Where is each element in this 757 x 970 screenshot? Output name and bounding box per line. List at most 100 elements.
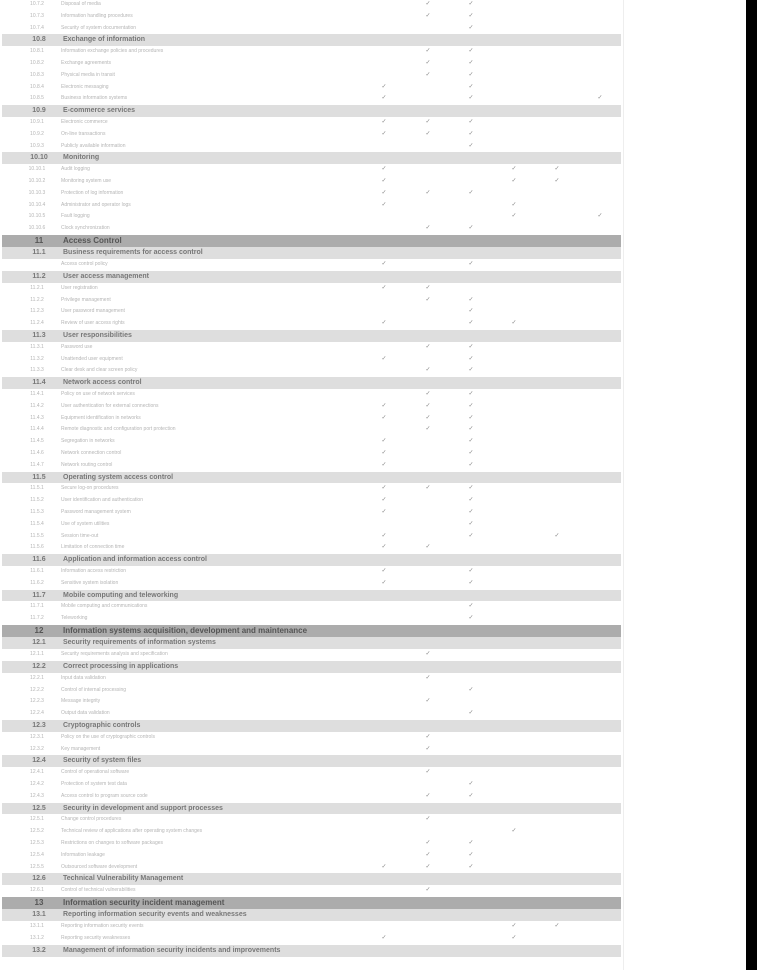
control-row: 11.2.3 User password management ✓ xyxy=(0,306,623,318)
control-number: 10.10.6 xyxy=(28,225,46,232)
control-number: 11.6 xyxy=(32,556,46,564)
control-title: Limitation of connection time xyxy=(61,544,125,551)
control-title: Security of system files xyxy=(63,757,142,765)
control-title: Security of system documentation xyxy=(61,24,137,31)
check-mark-icon: ✓ xyxy=(425,391,431,397)
control-row: 12.2.4 Output data validation ✓ xyxy=(0,708,623,720)
check-mark-icon: ✓ xyxy=(511,213,517,220)
check-mark-icon: ✓ xyxy=(425,426,431,433)
subsection-row: 12.2 Correct processing in applications xyxy=(2,661,621,673)
check-mark-icon: ✓ xyxy=(425,284,431,291)
control-title: Segregation in networks xyxy=(61,438,115,445)
control-row: 11.4.3 Equipment identification in networ… xyxy=(0,413,623,425)
control-number: 10.9.1 xyxy=(30,118,44,125)
control-title: Teleworking xyxy=(61,615,88,622)
control-title: Clock synchronization xyxy=(61,225,110,232)
control-row: 12.4.3 Access control to program source c… xyxy=(0,791,623,803)
control-title: Network routing control xyxy=(61,461,113,468)
check-mark-icon: ✓ xyxy=(468,402,474,409)
check-mark-icon: ✓ xyxy=(468,485,474,492)
control-row: 12.5.4 Information leakage ✓ ✓ xyxy=(0,850,623,862)
control-title: Network access control xyxy=(63,379,142,387)
check-mark-icon: ✓ xyxy=(381,461,387,468)
check-mark-icon: ✓ xyxy=(468,48,474,55)
control-title: E-commerce services xyxy=(63,107,135,115)
control-number: 13 xyxy=(34,897,44,907)
control-title: Access Control xyxy=(63,235,122,245)
control-row: 11.2.4 Review of user access rights ✓ ✓ ✓ xyxy=(0,318,623,330)
check-mark-icon: ✓ xyxy=(554,532,560,539)
control-row: 11.3.3 Clear desk and clear screen policy… xyxy=(0,365,623,377)
control-title: Audit logging xyxy=(61,166,90,173)
check-mark-icon: ✓ xyxy=(381,438,387,445)
subsection-row: 11.3 User responsibilities xyxy=(2,330,621,342)
control-title: Information handling procedures xyxy=(61,12,133,19)
check-mark-icon: ✓ xyxy=(381,201,387,208)
control-title: Business requirements for access control xyxy=(63,249,203,257)
subsection-row: 12.1 Security requirements of information… xyxy=(2,637,621,650)
control-number: 12.4 xyxy=(32,757,46,765)
subsection-row: 13.2 Management of information security i… xyxy=(2,944,621,957)
control-title: Fault logging xyxy=(61,213,90,220)
control-title: User authentication for external connect… xyxy=(61,402,159,409)
control-row: 10.7.3 Information handling procedures ✓ ✓ xyxy=(0,11,623,23)
control-number: 10.7.3 xyxy=(30,12,44,19)
subsection-row: 11.4 Network access control xyxy=(2,377,621,389)
control-number: 12.1 xyxy=(32,639,46,647)
control-title: Correct processing in applications xyxy=(63,663,179,671)
control-number: 12.3.1 xyxy=(30,733,44,740)
control-title: Access control policy xyxy=(61,261,108,268)
check-mark-icon: ✓ xyxy=(381,567,387,574)
control-title: Security in development and support proc… xyxy=(63,804,223,812)
subsection-row: 11.5 Operating system access control xyxy=(2,471,621,484)
check-mark-icon: ✓ xyxy=(381,284,387,291)
check-mark-icon: ✓ xyxy=(468,603,474,610)
check-mark-icon: ✓ xyxy=(381,544,387,551)
control-number: 12.5.1 xyxy=(30,816,44,823)
check-mark-icon: ✓ xyxy=(597,95,603,102)
control-number: 12.5 xyxy=(32,804,46,812)
check-mark-icon: ✓ xyxy=(425,118,431,125)
subsection-row: 12.4 Security of system files xyxy=(2,755,621,768)
control-number: 11.5.3 xyxy=(30,508,44,515)
check-mark-icon: ✓ xyxy=(511,320,517,327)
control-row: 10.7.2 Disposal of media ✓ ✓ xyxy=(0,0,623,11)
control-number: 12.2.2 xyxy=(30,686,44,693)
control-title: Information exchange policies and proced… xyxy=(61,48,164,55)
check-mark-icon: ✓ xyxy=(425,733,431,740)
check-mark-icon: ✓ xyxy=(468,391,474,397)
control-title: Access control to program source code xyxy=(61,792,148,799)
control-title: Session time-out xyxy=(61,532,99,539)
check-mark-icon: ✓ xyxy=(468,497,474,504)
control-number: 12.4.2 xyxy=(30,781,44,787)
control-title: Change control procedures xyxy=(61,816,122,823)
control-number: 11.5.2 xyxy=(30,497,44,504)
control-row: 11.4.5 Segregation in networks ✓ ✓ xyxy=(0,436,623,448)
check-mark-icon: ✓ xyxy=(468,261,474,268)
control-number: 11.6.2 xyxy=(30,579,44,586)
control-number: 12.1.1 xyxy=(30,651,44,658)
control-title: Electronic messaging xyxy=(61,83,109,90)
check-mark-icon: ✓ xyxy=(381,130,387,137)
check-mark-icon: ✓ xyxy=(425,189,431,196)
control-row: 10.10.6 Clock synchronization ✓ ✓ xyxy=(0,223,623,235)
control-title: Control of operational software xyxy=(61,769,130,776)
control-title: Key management xyxy=(61,745,101,752)
control-title: Protection of system test data xyxy=(61,781,127,787)
control-title: Control of technical vulnerabilities xyxy=(61,887,136,894)
control-number: 12.6 xyxy=(32,875,46,883)
subsection-row: 10.9 E-commerce services xyxy=(2,105,621,117)
check-mark-icon: ✓ xyxy=(597,213,603,220)
control-row: 12.2.1 Input data validation ✓ xyxy=(0,673,623,685)
check-mark-icon: ✓ xyxy=(381,261,387,268)
check-mark-icon: ✓ xyxy=(425,651,431,658)
control-title: Information leakage xyxy=(61,851,105,858)
check-mark-icon: ✓ xyxy=(425,12,431,19)
control-row: 10.8.2 Exchange agreements ✓ ✓ xyxy=(0,58,623,70)
control-title: Information systems acquisition, develop… xyxy=(63,625,308,635)
control-row: 11.5.4 Use of system utilities ✓ xyxy=(0,519,623,531)
subsection-row: 12.3 Cryptographic controls xyxy=(2,720,621,732)
control-title: Equipment identification in networks xyxy=(61,414,141,421)
control-row: 10.9.3 Publicly available information ✓ xyxy=(0,141,623,153)
check-mark-icon: ✓ xyxy=(511,201,517,208)
